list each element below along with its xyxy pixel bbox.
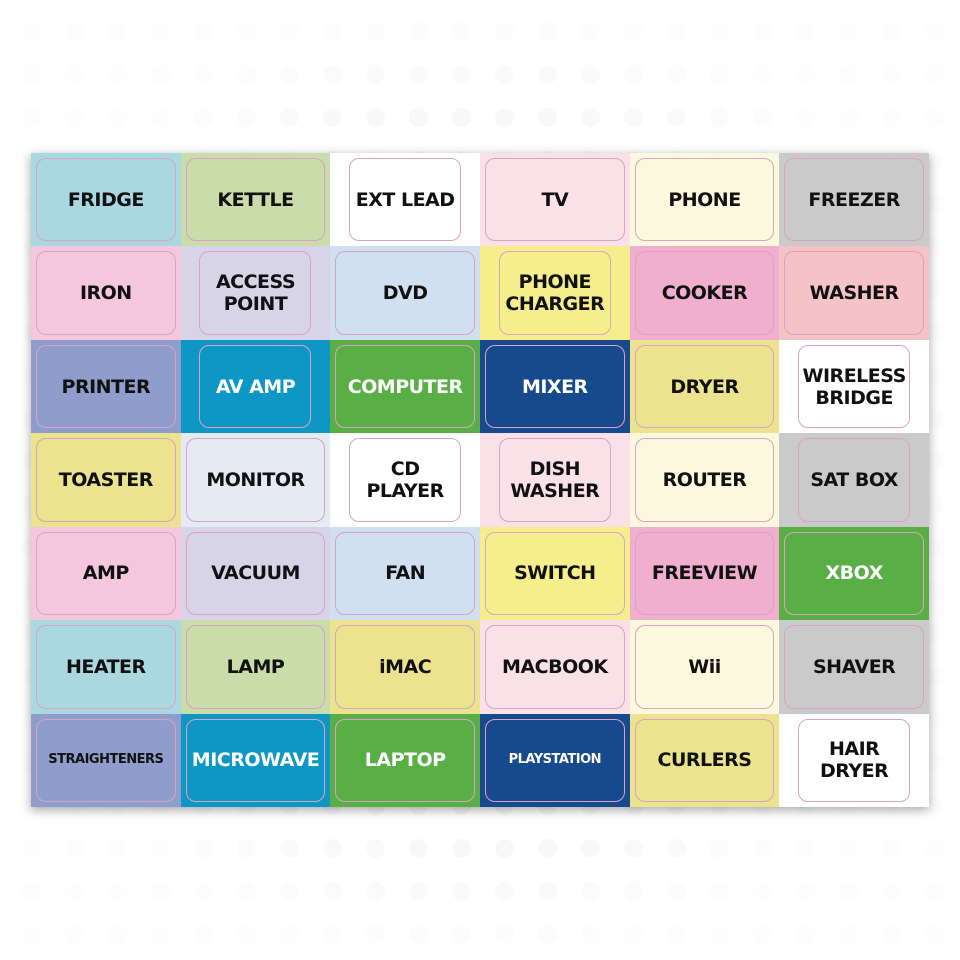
label-cell: FRIDGE	[31, 153, 181, 247]
sticker-label[interactable]: LAPTOP	[335, 718, 475, 802]
sticker-label[interactable]: DVD	[335, 251, 475, 335]
label-cell: ACCESS POINT	[180, 246, 331, 340]
label-cell: CURLERS	[629, 713, 780, 807]
label-cell: WASHER	[779, 246, 929, 340]
label-cell: COOKER	[629, 246, 780, 340]
sticker-label[interactable]: FREEVIEW	[634, 531, 775, 616]
label-cell: SAT BOX	[779, 433, 929, 527]
label-cell: HAIR DRYER	[779, 713, 929, 807]
label-cell: STRAIGHTENERS	[31, 713, 181, 807]
label-cell: AMP	[31, 526, 181, 621]
sticker-label[interactable]: HAIR DRYER	[798, 718, 911, 802]
label-cell: MIXER	[480, 339, 630, 434]
sticker-label[interactable]: TV	[485, 158, 625, 242]
sticker-label[interactable]: KETTLE	[185, 158, 326, 242]
label-cell: TOASTER	[31, 433, 181, 527]
sticker-label[interactable]: HEATER	[36, 625, 176, 709]
sticker-label[interactable]: COOKER	[634, 251, 775, 335]
label-cell: DRYER	[629, 339, 780, 434]
label-cell: PHONE	[629, 153, 780, 247]
label-sheet: FRIDGE KETTLE EXT LEAD TV PHONE FREEZER IRON AC…	[31, 153, 929, 807]
sticker-label[interactable]: PRINTER	[36, 344, 176, 429]
sticker-label[interactable]: COMPUTER	[335, 344, 475, 429]
label-cell: EXT LEAD	[330, 153, 480, 247]
label-cell: FREEZER	[779, 153, 929, 247]
label-cell: MICROWAVE	[180, 713, 331, 807]
sticker-label[interactable]: WIRELESS BRIDGE	[798, 344, 911, 429]
label-cell: MONITOR	[180, 433, 331, 527]
label-cell: LAMP	[180, 620, 331, 714]
label-cell: Wii	[629, 620, 780, 714]
label-cell: iMAC	[330, 620, 480, 714]
label-cell: ROUTER	[629, 433, 780, 527]
label-cell: DISH WASHER	[480, 433, 630, 527]
label-cell: IRON	[31, 246, 181, 340]
sticker-label[interactable]: ROUTER	[634, 438, 775, 522]
sticker-label[interactable]: LAMP	[185, 625, 326, 709]
sticker-label[interactable]: CURLERS	[634, 718, 775, 802]
sticker-label[interactable]: AMP	[36, 531, 176, 616]
label-cell: KETTLE	[180, 153, 331, 247]
label-cell: HEATER	[31, 620, 181, 714]
sticker-label[interactable]: MICROWAVE	[185, 718, 326, 802]
sticker-label[interactable]: SHAVER	[784, 625, 924, 709]
sticker-label[interactable]: FREEZER	[784, 158, 924, 242]
sticker-label[interactable]: FRIDGE	[36, 158, 176, 242]
sticker-label[interactable]: DISH WASHER	[498, 438, 611, 522]
label-cell: PLAYSTATION	[480, 713, 630, 807]
label-cell: XBOX	[779, 526, 929, 621]
sticker-label[interactable]: SWITCH	[485, 531, 625, 616]
sticker-label[interactable]: MONITOR	[185, 438, 326, 522]
sticker-label[interactable]: VACUUM	[185, 531, 326, 616]
sticker-label[interactable]: FAN	[335, 531, 475, 616]
sticker-label[interactable]: WASHER	[784, 251, 924, 335]
label-cell: LAPTOP	[330, 713, 480, 807]
label-cell: PRINTER	[31, 339, 181, 434]
sticker-label[interactable]: iMAC	[335, 625, 475, 709]
label-cell: VACUUM	[180, 526, 331, 621]
sticker-label[interactable]: DRYER	[634, 344, 775, 429]
sticker-label[interactable]: Wii	[634, 625, 775, 709]
label-cell: SWITCH	[480, 526, 630, 621]
sticker-label[interactable]: IRON	[36, 251, 176, 335]
sticker-label[interactable]: SAT BOX	[798, 438, 911, 522]
sticker-label[interactable]: MACBOOK	[485, 625, 625, 709]
sticker-label[interactable]: CD PLAYER	[349, 438, 462, 522]
label-cell: DVD	[330, 246, 480, 340]
sticker-label[interactable]: PHONE	[634, 158, 775, 242]
label-cell: FAN	[330, 526, 480, 621]
label-cell: COMPUTER	[330, 339, 480, 434]
sticker-label[interactable]: AV AMP	[199, 344, 312, 429]
sticker-label[interactable]: PHONE CHARGER	[498, 251, 611, 335]
sticker-label[interactable]: STRAIGHTENERS	[36, 718, 176, 802]
label-cell: CD PLAYER	[330, 433, 480, 527]
label-cell: AV AMP	[180, 339, 331, 434]
label-cell: MACBOOK	[480, 620, 630, 714]
sticker-label[interactable]: PLAYSTATION	[485, 718, 625, 802]
label-cell: TV	[480, 153, 630, 247]
label-cell: SHAVER	[779, 620, 929, 714]
sticker-label[interactable]: EXT LEAD	[349, 158, 462, 242]
label-cell: WIRELESS BRIDGE	[779, 339, 929, 434]
label-cell: FREEVIEW	[629, 526, 780, 621]
sticker-label[interactable]: XBOX	[784, 531, 924, 616]
label-cell: PHONE CHARGER	[480, 246, 630, 340]
sticker-label[interactable]: TOASTER	[36, 438, 176, 522]
sticker-label[interactable]: ACCESS POINT	[199, 251, 312, 335]
sticker-label[interactable]: MIXER	[485, 344, 625, 429]
